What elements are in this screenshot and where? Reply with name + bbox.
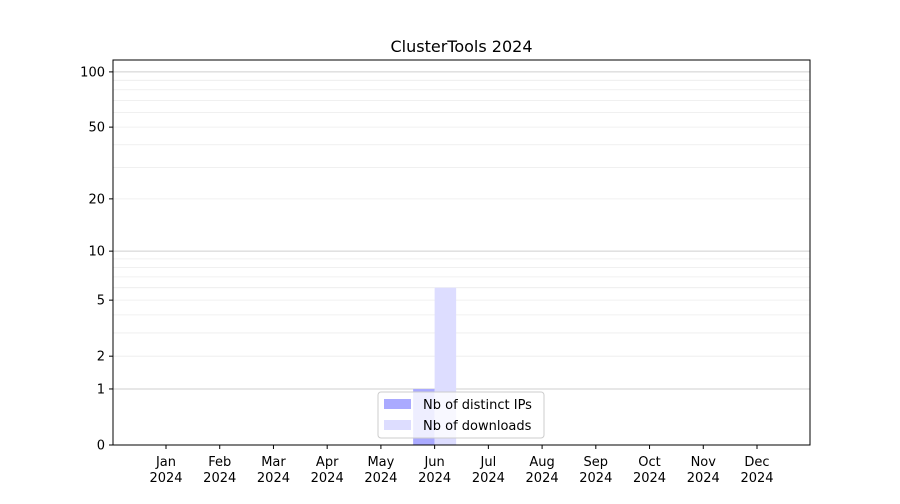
legend-label-downloads: Nb of downloads (423, 419, 532, 434)
x-tick-label: Apr (316, 455, 339, 470)
x-tick-label: Oct (638, 455, 660, 470)
x-tick-label: Jan (155, 455, 176, 470)
x-tick-label: 2024 (472, 471, 505, 486)
x-tick-label: 2024 (687, 471, 720, 486)
y-tick-label: 2 (97, 350, 105, 365)
x-tick-label: Sep (584, 455, 609, 470)
x-tick-label: 2024 (257, 471, 290, 486)
y-tick-label: 0 (97, 439, 105, 454)
y-tick-label: 1 (97, 382, 105, 397)
plot-area-frame (112, 59, 811, 446)
x-tick-label: 2024 (203, 471, 236, 486)
x-tick-label: 2024 (740, 471, 773, 486)
y-tick-label: 50 (88, 121, 105, 136)
y-tick-label: 20 (88, 192, 105, 207)
legend-swatch-ips (384, 399, 411, 409)
x-tick-label: Feb (208, 455, 231, 470)
y-tick-label: 10 (88, 245, 105, 260)
legend: Nb of distinct IPs Nb of downloads (377, 391, 545, 439)
y-tick-label: 100 (80, 65, 105, 80)
legend-swatch-downloads (384, 420, 411, 430)
x-tick-label: 2024 (149, 471, 182, 486)
legend-box (377, 391, 545, 439)
x-tick-label: Mar (261, 455, 286, 470)
x-tick-label: Jun (423, 455, 444, 470)
x-tick-label: 2024 (633, 471, 666, 486)
x-tick-label: Dec (744, 455, 769, 470)
x-tick-label: Nov (691, 455, 717, 470)
x-tick-label: 2024 (579, 471, 612, 486)
x-tick-label: Jul (480, 455, 497, 470)
x-tick-label: May (367, 455, 394, 470)
x-tick-label: 2024 (418, 471, 451, 486)
x-tick-label: Aug (529, 455, 554, 470)
legend-label-ips: Nb of distinct IPs (423, 398, 532, 413)
x-tick-label: 2024 (526, 471, 559, 486)
x-tick-label: 2024 (364, 471, 397, 486)
y-tick-label: 5 (97, 294, 105, 309)
chart-title: ClusterTools 2024 (390, 37, 532, 56)
x-tick-label: 2024 (311, 471, 344, 486)
